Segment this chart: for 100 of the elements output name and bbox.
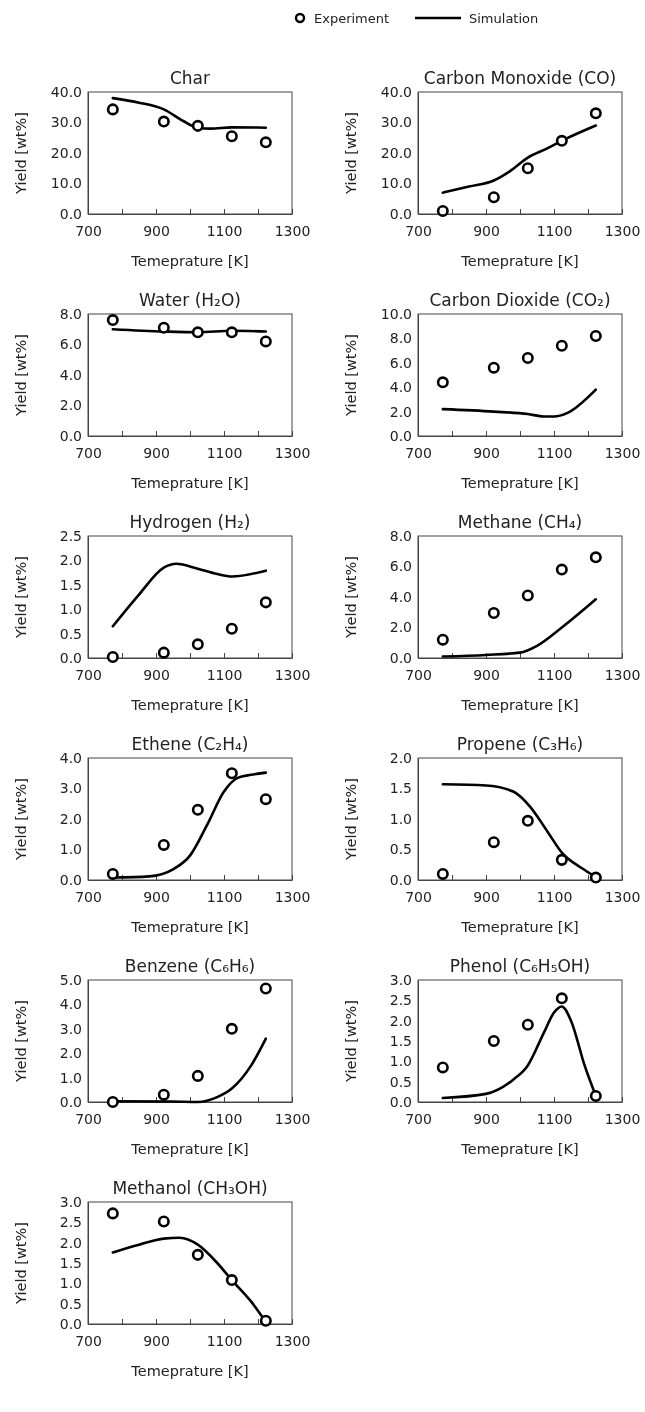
x-tick-label: 1300 [604, 444, 641, 461]
x-tick-label: 1100 [206, 1332, 243, 1349]
point [259, 982, 272, 995]
x-tick-label: 900 [473, 888, 500, 905]
y-tick-label: 0.0 [389, 649, 412, 666]
y-tick-label: 4.0 [389, 588, 412, 605]
y-tick-label: 0.0 [59, 1315, 82, 1332]
x-tick-label: 900 [473, 444, 500, 461]
point [106, 103, 119, 116]
point [436, 1061, 449, 1074]
x-tick-label: 1300 [274, 1332, 311, 1349]
x-tick-label: 700 [75, 1332, 102, 1349]
legend-label: Experiment [314, 11, 390, 26]
point [487, 607, 500, 620]
chart-title: Hydrogen (H₂) [129, 512, 251, 532]
y-tick-label: 1.0 [59, 841, 82, 858]
point [157, 115, 170, 128]
y-tick-label: 0.0 [59, 649, 82, 666]
x-tick-label: 700 [405, 444, 432, 461]
y-tick-label: 1.0 [59, 1069, 82, 1086]
x-tick-label: 700 [75, 1110, 102, 1127]
chart-title: Carbon Monoxide (CO) [423, 68, 617, 88]
x-tick-label: 900 [473, 222, 500, 239]
point [157, 646, 170, 659]
chart-title: Water (H₂O) [139, 290, 241, 310]
x-tick-label: 1100 [536, 444, 573, 461]
x-axis-title: Temeprature [K] [130, 919, 249, 935]
x-axis-title: Temeprature [K] [130, 1363, 249, 1379]
y-axis-title: Yield [wt%] [13, 112, 29, 195]
point [555, 339, 568, 352]
point [106, 651, 119, 664]
x-axis-title: Temeprature [K] [460, 1141, 579, 1157]
x-tick-label: 1300 [274, 888, 311, 905]
y-axis-title: Yield [wt%] [13, 334, 29, 417]
chart-title: Ethene (C₂H₄) [131, 734, 249, 754]
point [555, 563, 568, 576]
point [589, 551, 602, 564]
point [157, 838, 170, 851]
point [259, 793, 272, 806]
point [225, 326, 238, 339]
point [225, 1274, 238, 1287]
y-tick-label: 1.0 [389, 810, 412, 827]
x-tick-label: 1300 [604, 888, 641, 905]
y-tick-label: 30.0 [380, 114, 412, 131]
x-tick-label: 1100 [206, 888, 243, 905]
chart-title: Methanol (CH₃OH) [112, 1178, 268, 1198]
y-tick-label: 4.0 [59, 996, 82, 1013]
point [157, 321, 170, 334]
x-axis-title: Temeprature [K] [130, 697, 249, 713]
x-tick-label: 900 [143, 888, 170, 905]
y-tick-label: 1.0 [59, 1275, 82, 1292]
y-tick-label: 4.0 [59, 366, 82, 383]
y-tick-label: 0.0 [389, 427, 412, 444]
point [106, 867, 119, 880]
point [191, 1248, 204, 1261]
y-tick-label: 8.0 [389, 330, 412, 347]
point [225, 767, 238, 780]
y-tick-label: 40.0 [380, 83, 412, 100]
x-tick-label: 700 [75, 444, 102, 461]
x-tick-label: 1100 [206, 444, 243, 461]
chart-title: Phenol (C₆H₅OH) [449, 956, 591, 976]
x-tick-label: 900 [143, 222, 170, 239]
y-axis-title: Yield [wt%] [343, 112, 359, 195]
y-tick-label: 1.5 [59, 576, 82, 593]
y-tick-label: 2.0 [59, 552, 82, 569]
point [191, 119, 204, 132]
y-tick-label: 2.0 [389, 749, 412, 766]
line-series [111, 562, 268, 628]
point [157, 1215, 170, 1228]
y-tick-label: 0.0 [59, 1093, 82, 1110]
x-tick-label: 900 [143, 666, 170, 683]
point [521, 162, 534, 175]
x-tick-label: 1300 [274, 666, 311, 683]
point [225, 130, 238, 143]
point [191, 1069, 204, 1082]
y-axis-title: Yield [wt%] [343, 556, 359, 639]
x-axis-title: Temeprature [K] [460, 919, 579, 935]
point [521, 589, 534, 602]
point [555, 853, 568, 866]
point [521, 814, 534, 827]
point [589, 871, 602, 884]
x-tick-label: 900 [473, 666, 500, 683]
line-series [441, 124, 598, 194]
y-tick-label: 4.0 [389, 379, 412, 396]
x-tick-label: 1300 [274, 1110, 311, 1127]
x-axis-title: Temeprature [K] [130, 1141, 249, 1157]
y-axis-title: Yield [wt%] [13, 556, 29, 639]
point [487, 191, 500, 204]
y-tick-label: 0.5 [389, 1073, 412, 1090]
y-tick-label: 2.5 [59, 527, 82, 544]
y-tick-label: 8.0 [389, 527, 412, 544]
x-tick-label: 1300 [274, 222, 311, 239]
chart-title: Methane (CH₄) [457, 512, 583, 532]
y-tick-label: 0.5 [59, 1295, 82, 1312]
point [487, 1034, 500, 1048]
y-tick-label: 2.0 [59, 397, 82, 414]
chart-title: Carbon Dioxide (CO₂) [429, 290, 611, 310]
y-tick-label: 1.0 [389, 1053, 412, 1070]
point [259, 1314, 272, 1327]
y-tick-label: 2.5 [59, 1214, 82, 1231]
